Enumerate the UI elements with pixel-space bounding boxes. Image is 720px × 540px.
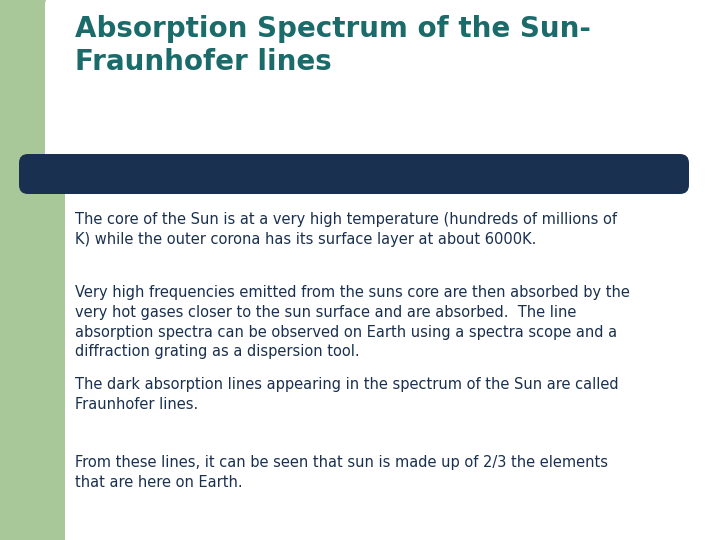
Text: The core of the Sun is at a very high temperature (hundreds of millions of
K) wh: The core of the Sun is at a very high te… xyxy=(75,212,617,247)
Text: Very high frequencies emitted from the suns core are then absorbed by the
very h: Very high frequencies emitted from the s… xyxy=(75,285,630,360)
Text: The dark absorption lines appearing in the spectrum of the Sun are called
Fraunh: The dark absorption lines appearing in t… xyxy=(75,377,618,412)
Text: From these lines, it can be seen that sun is made up of 2/3 the elements
that ar: From these lines, it can be seen that su… xyxy=(75,455,608,490)
Text: Absorption Spectrum of the Sun-
Fraunhofer lines: Absorption Spectrum of the Sun- Fraunhof… xyxy=(75,15,591,77)
Bar xyxy=(0,0,240,150)
Bar xyxy=(0,0,65,540)
FancyBboxPatch shape xyxy=(19,154,689,194)
FancyBboxPatch shape xyxy=(45,0,720,170)
